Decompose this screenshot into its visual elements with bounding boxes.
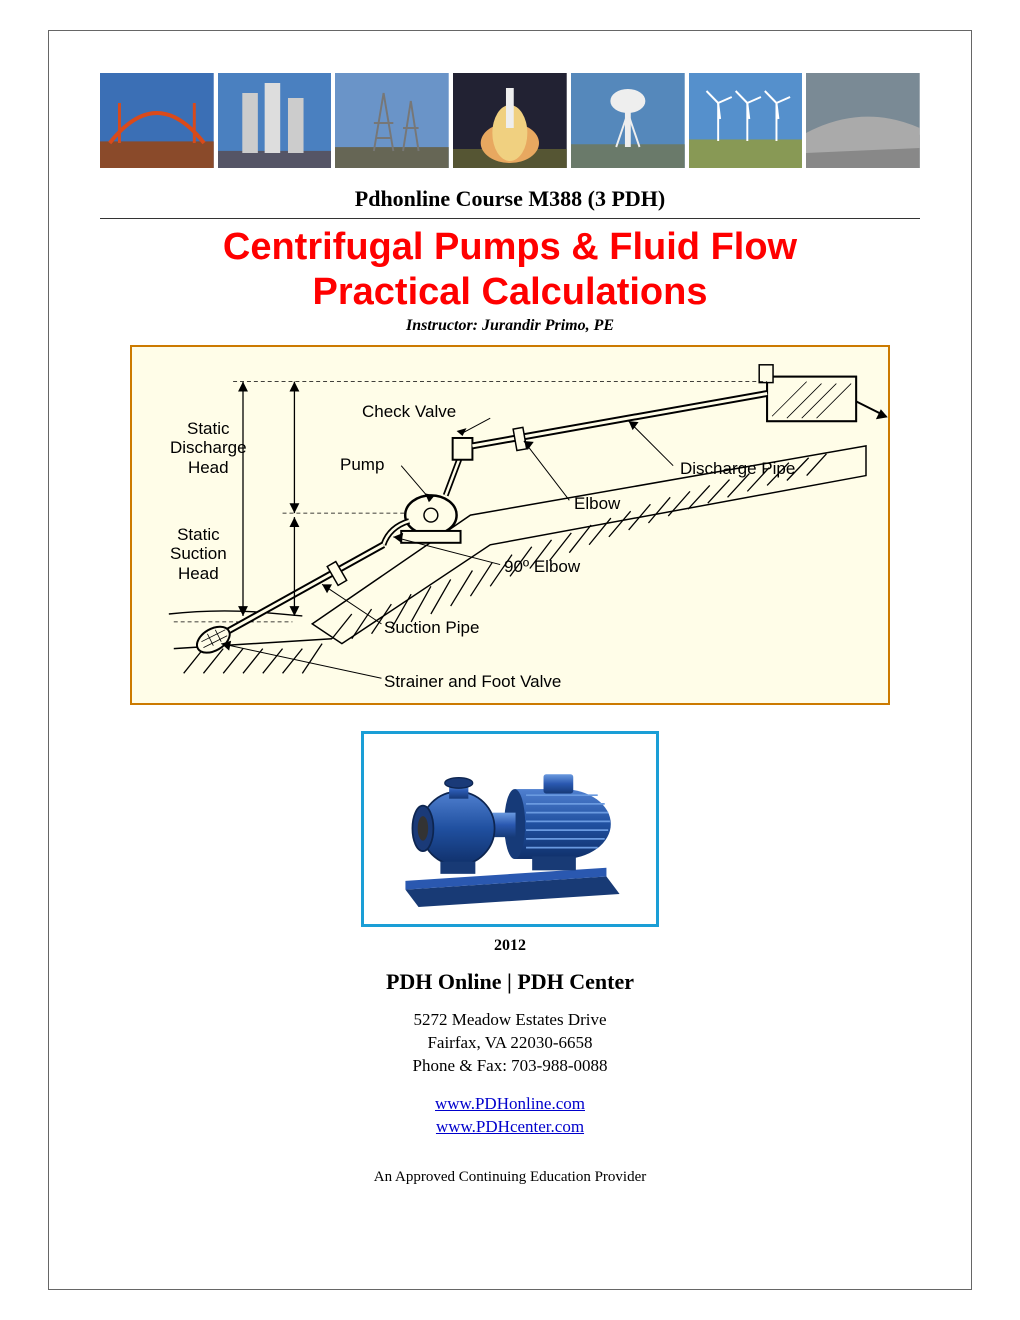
label-pump: Pump: [340, 455, 384, 475]
title-line-1: Centrifugal Pumps & Fluid Flow: [223, 226, 797, 268]
footer-text: An Approved Continuing Education Provide…: [374, 1169, 646, 1186]
label-discharge-pipe: Discharge Pipe: [680, 459, 795, 479]
banner-tile: [453, 73, 567, 168]
label-strainer: Strainer and Foot Valve: [384, 672, 561, 692]
link-pdhonline[interactable]: www.PDHonline.com: [435, 1094, 585, 1113]
page-frame: Pdhonline Course M388 (3 PDH) Centrifuga…: [48, 30, 972, 1290]
banner-tile: [335, 73, 449, 168]
link-pdhcenter[interactable]: www.PDHcenter.com: [436, 1117, 584, 1136]
label-static-discharge-head: StaticDischargeHead: [170, 419, 247, 478]
pump-photo-frame: [361, 731, 659, 927]
course-title: Centrifugal Pumps & Fluid Flow Practical…: [223, 225, 797, 315]
divider: [100, 218, 920, 219]
label-ninety-elbow: 90º Elbow: [504, 557, 580, 577]
banner-tile: [100, 73, 214, 168]
label-elbow: Elbow: [574, 494, 620, 514]
banner-strip: [100, 73, 920, 168]
organization: PDH Online | PDH Center: [386, 969, 634, 995]
instructor-line: Instructor: Jurandir Primo, PE: [406, 317, 614, 335]
address-block: 5272 Meadow Estates Drive Fairfax, VA 22…: [412, 1009, 607, 1078]
year: 2012: [494, 937, 526, 955]
address-line-3: Phone & Fax: 703-988-0088: [412, 1056, 607, 1075]
address-line-1: 5272 Meadow Estates Drive: [413, 1010, 606, 1029]
address-line-2: Fairfax, VA 22030-6658: [427, 1033, 592, 1052]
banner-tile: [689, 73, 803, 168]
banner-tile: [571, 73, 685, 168]
pump-illustration: [376, 741, 645, 916]
label-static-suction-head: StaticSuctionHead: [170, 525, 227, 584]
banner-tile: [806, 73, 920, 168]
pump-system-diagram: StaticDischargeHead StaticSuctionHead Ch…: [130, 345, 890, 705]
label-suction-pipe: Suction Pipe: [384, 618, 479, 638]
course-code: Pdhonline Course M388 (3 PDH): [355, 186, 665, 212]
label-check-valve: Check Valve: [362, 402, 456, 422]
title-line-2: Practical Calculations: [313, 271, 708, 313]
links-block: www.PDHonline.com www.PDHcenter.com: [435, 1093, 585, 1139]
diagram-svg: [132, 347, 888, 703]
banner-tile: [218, 73, 332, 168]
